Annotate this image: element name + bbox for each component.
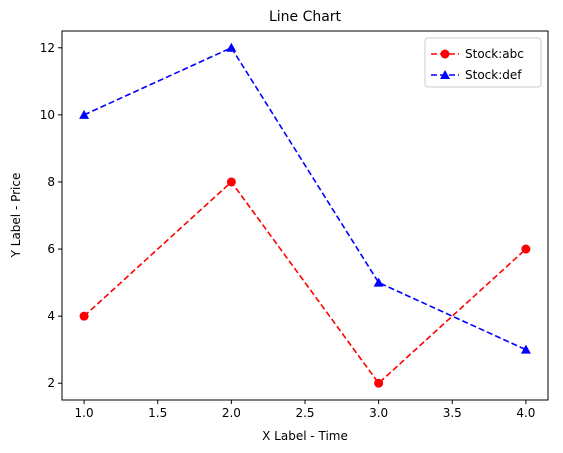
chart-title: Line Chart — [269, 9, 342, 25]
plot-area — [79, 42, 531, 388]
legend: Stock:abc Stock:def — [424, 37, 542, 88]
data-point — [79, 311, 89, 321]
x-tick-label: 3.5 — [443, 406, 462, 420]
data-point — [79, 109, 90, 119]
data-point — [226, 42, 237, 52]
y-tick-label: 2 — [47, 376, 55, 390]
data-point — [373, 277, 384, 287]
data-point — [521, 244, 531, 254]
y-axis-label: Y Label - Price — [9, 173, 23, 259]
legend-entry: Stock:def — [465, 68, 522, 82]
y-tick-label: 4 — [47, 309, 55, 323]
x-tick-label: 2.5 — [295, 406, 314, 420]
y-tick-label: 12 — [40, 41, 55, 55]
x-axis: 1.0 1.5 2.0 2.5 3.0 3.5 4.0 — [75, 400, 535, 420]
x-tick-label: 1.5 — [148, 406, 167, 420]
x-tick-label: 3.0 — [369, 406, 388, 420]
x-tick-label: 1.0 — [75, 406, 94, 420]
data-point — [226, 177, 236, 187]
y-tick-label: 6 — [47, 242, 55, 256]
series-line-0 — [83, 180, 527, 385]
x-tick-label: 4.0 — [516, 406, 535, 420]
series-line-1 — [83, 46, 527, 351]
x-tick-label: 2.0 — [222, 406, 241, 420]
x-axis-label: X Label - Time — [262, 429, 348, 443]
data-point — [520, 344, 531, 354]
legend-marker — [440, 49, 450, 59]
data-point — [374, 378, 384, 388]
legend-marker — [440, 70, 450, 79]
y-tick-label: 8 — [47, 175, 55, 189]
y-tick-label: 10 — [40, 108, 55, 122]
y-axis: 2 4 6 8 10 12 — [40, 41, 62, 390]
legend-entry: Stock:abc — [465, 47, 524, 61]
